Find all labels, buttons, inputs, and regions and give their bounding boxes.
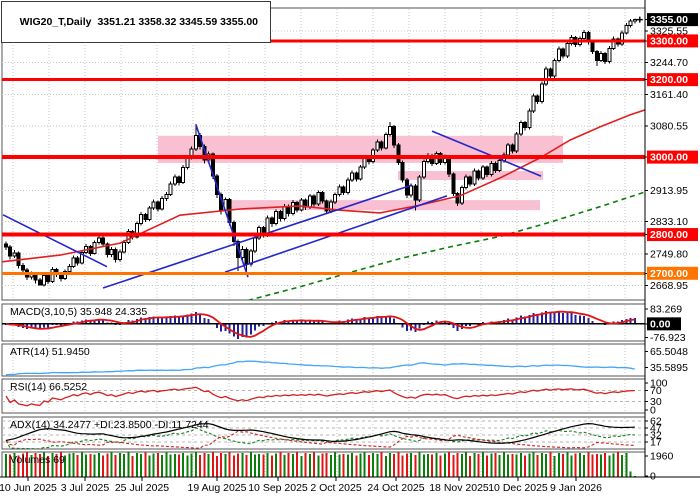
svg-text:0.00: 0.00 (650, 318, 671, 330)
svg-text:35.5895: 35.5895 (650, 362, 688, 374)
svg-text:83.269: 83.269 (650, 303, 682, 315)
svg-text:3244.70: 3244.70 (650, 57, 688, 69)
svg-text:0: 0 (650, 405, 656, 417)
svg-text:3200.00: 3200.00 (650, 74, 688, 86)
svg-text:100: 100 (650, 378, 668, 390)
symbol-timeframe-label: WIG20_T,Daily (19, 16, 92, 28)
ohlc-readout: 3351.21 3358.32 3345.59 3355.00 (97, 16, 259, 28)
svg-text:10 Sep 2025: 10 Sep 2025 (248, 482, 308, 494)
svg-text:2833.10: 2833.10 (650, 216, 688, 228)
svg-text:10 Jun 2025: 10 Jun 2025 (0, 482, 57, 494)
svg-text:65.5048: 65.5048 (650, 346, 688, 358)
svg-text:2913.95: 2913.95 (650, 185, 688, 197)
svg-text:18 Nov 2025: 18 Nov 2025 (429, 482, 489, 494)
svg-text:9 Jan 2026: 9 Jan 2026 (550, 482, 602, 494)
svg-text:30: 30 (650, 396, 662, 408)
svg-text:3161.40: 3161.40 (650, 89, 688, 101)
svg-text:3 Jul 2025: 3 Jul 2025 (61, 482, 110, 494)
time-axis[interactable] (0, 478, 700, 500)
svg-text:10 Dec 2025: 10 Dec 2025 (488, 482, 548, 494)
svg-text:2700.00: 2700.00 (650, 268, 688, 280)
svg-text:47: 47 (650, 422, 662, 434)
volumes-indicator-label: Volumes 69 (10, 454, 65, 466)
svg-text:25 Jul 2025: 25 Jul 2025 (115, 482, 169, 494)
svg-text:62: 62 (650, 416, 662, 428)
svg-text:17: 17 (650, 436, 662, 448)
svg-text:-76.923: -76.923 (650, 332, 686, 344)
adx-indicator-label: ADX(14) 34.2477 +DI:23.8500 -DI:11.7244 (10, 419, 209, 431)
macd-indicator-label: MACD(3,10,5) 35.948 24.335 (10, 306, 148, 318)
rsi-indicator-label: RSI(14) 66.5252 (10, 381, 88, 393)
svg-text:24 Oct 2025: 24 Oct 2025 (367, 482, 424, 494)
svg-text:2668.95: 2668.95 (650, 280, 688, 292)
chart-title: WIG20_T,Daily 3351.21 3358.32 3345.59 335… (1, 1, 272, 43)
svg-text:32: 32 (650, 429, 662, 441)
svg-text:70: 70 (650, 385, 662, 397)
svg-text:2800.00: 2800.00 (650, 229, 688, 241)
svg-text:2 Oct 2025: 2 Oct 2025 (310, 482, 362, 494)
svg-text:1960: 1960 (650, 451, 674, 463)
svg-text:3300.00: 3300.00 (650, 35, 688, 47)
svg-text:0: 0 (650, 471, 656, 483)
svg-text:3000.00: 3000.00 (650, 152, 688, 164)
price-axis[interactable] (646, 0, 700, 477)
svg-text:3080.55: 3080.55 (650, 120, 688, 132)
svg-text:2749.80: 2749.80 (650, 248, 688, 260)
svg-text:19 Aug 2025: 19 Aug 2025 (188, 482, 247, 494)
atr-indicator-label: ATR(14) 51.9450 (10, 346, 90, 358)
svg-text:3355.00: 3355.00 (650, 14, 688, 26)
